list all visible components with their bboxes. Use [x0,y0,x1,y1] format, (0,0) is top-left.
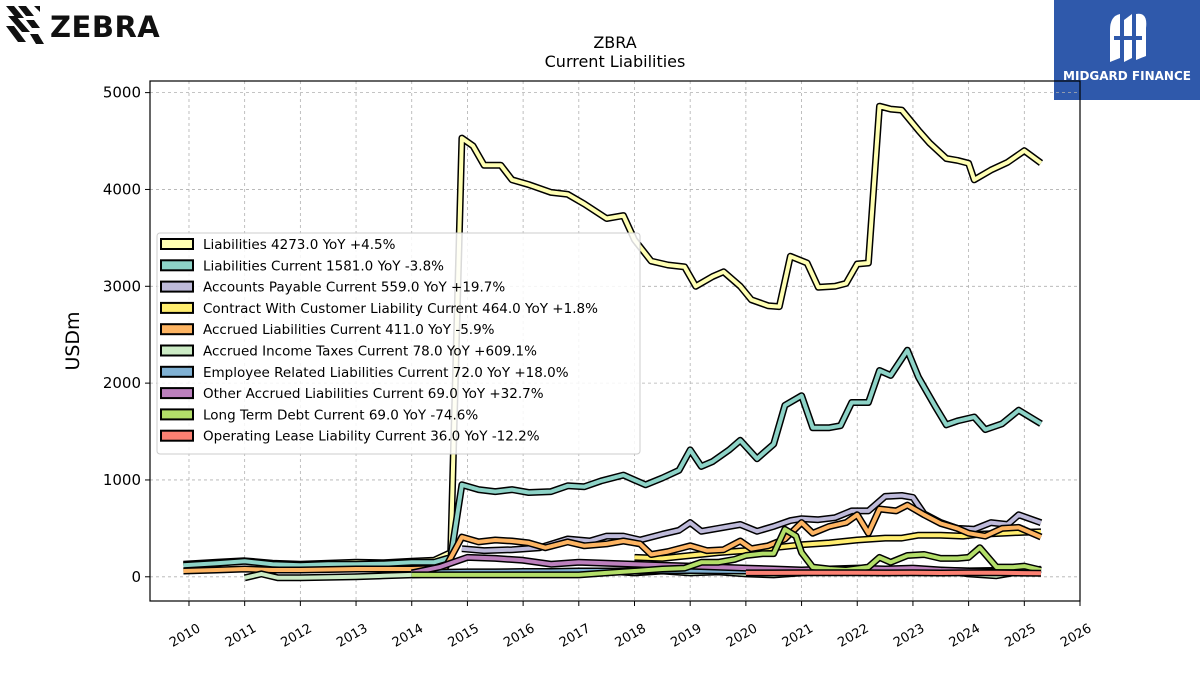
midgard-emblem-icon [1110,13,1147,62]
legend-swatch [160,280,194,293]
x-tick-label: 2020 [724,621,760,651]
legend-label: Employee Related Liabilities Current 72.… [203,365,569,381]
x-tick-label: 2014 [390,621,426,651]
x-tick-label: 2018 [613,621,649,651]
legend-swatch [160,429,194,442]
x-tick-label: 2017 [557,621,593,651]
series-line [745,570,1042,576]
series-line [411,527,1042,577]
legend-swatch [160,387,194,400]
x-tick-label: 2013 [334,621,370,651]
legend-swatch [160,301,194,314]
x-tick-label: 2010 [167,621,203,651]
legend-entry-employee-related-liabilities-current: Employee Related Liabilities Current 72.… [160,365,569,381]
plot-frame [149,80,1081,602]
x-tick-label: 2026 [1058,621,1094,651]
legend-swatch [160,408,194,421]
legend-entry-other-accrued-liabilities-current: Other Accrued Liabilities Current 69.0 Y… [160,386,544,402]
legend-label: Accounts Payable Current 559.0 YoY +19.7… [203,280,505,296]
series-line [183,503,1042,573]
legend-entry-long-term-debt-current: Long Term Debt Current 69.0 YoY -74.6% [160,407,478,423]
midgard-finance-logo: MIDGARD FINANCE [1054,0,1200,100]
legend-swatch [160,344,194,357]
legend-swatch [160,323,194,336]
legend-entry-liabilities: Liabilities 4273.0 YoY +4.5% [160,237,396,253]
x-tick-label: 2025 [1002,621,1038,651]
x-axis: 2010 2011 2012 2013 2014 2015 2016 2017 2018 2019… [167,601,1094,651]
y-tick-label: 5000 [103,84,141,102]
zebra-logo-text: ZEBRA [50,10,161,44]
legend-label: Liabilities Current 1581.0 YoY -3.8% [203,258,444,274]
y-tick-label: 2000 [103,374,141,392]
x-tick-label: 2012 [279,621,315,651]
series-liabilities-current [183,346,1043,569]
series-operating-lease-liability-current [745,569,1042,577]
y-tick-label: 0 [131,568,141,586]
y-tick-label: 1000 [103,471,141,489]
x-tick-label: 2024 [947,621,983,651]
series-long-term-debt-current [411,525,1042,579]
legend-entry-liabilities-current: Liabilities Current 1581.0 YoY -3.8% [160,258,444,274]
series-accounts-payable-current [461,492,1043,555]
midgard-finance-logo-text: MIDGARD FINANCE [1063,69,1191,83]
legend-swatch [160,259,194,272]
series-layer [183,102,1044,582]
legend-entry-accounts-payable-current: Accounts Payable Current 559.0 YoY +19.7… [160,280,505,296]
y-axis-label: USDm [62,311,84,370]
legend-label: Other Accrued Liabilities Current 69.0 Y… [203,386,544,402]
x-tick-label: 2015 [446,621,482,651]
y-axis: 0 1000 2000 3000 4000 5000 [103,84,150,586]
legend-label: Accrued Income Taxes Current 78.0 YoY +6… [203,344,537,360]
series-line-outline [461,492,1043,555]
legend-label: Contract With Customer Liability Current… [203,301,598,317]
chart-title: ZBRA [593,33,636,52]
x-tick-label: 2019 [668,621,704,651]
legend-label: Long Term Debt Current 69.0 YoY -74.6% [203,407,478,423]
series-accrued-liabilities-current [183,501,1043,575]
legend-swatch [160,238,194,250]
x-tick-label: 2011 [223,621,259,651]
legend: Liabilities 4273.0 YoY +4.5% Liabilities … [156,232,641,455]
legend-entry-operating-lease-liability-current: Operating Lease Liability Current 36.0 Y… [160,429,540,445]
legend-entry-contract-with-customer-liability-current: Contract With Customer Liability Current… [160,301,598,317]
legend-entry-accrued-income-taxes-current: Accrued Income Taxes Current 78.0 YoY +6… [160,344,537,360]
zebra-stripes-icon [6,6,44,44]
legend-entry-accrued-liabilities-current: Accrued Liabilities Current 411.0 YoY -5… [160,322,495,338]
chart-subtitle: Current Liabilities [545,52,686,71]
x-tick-label: 2016 [501,621,537,651]
y-tick-label: 3000 [103,277,141,295]
y-tick-label: 4000 [103,180,141,198]
series-line [183,348,1043,568]
legend-label: Accrued Liabilities Current 411.0 YoY -5… [203,322,495,338]
legend-swatch [160,365,194,378]
x-tick-label: 2023 [891,621,927,651]
zebra-logo: ZEBRA [4,4,160,50]
legend-label: Liabilities 4273.0 YoY +4.5% [203,237,396,253]
legend-box [156,232,641,455]
legend-label: Operating Lease Liability Current 36.0 Y… [203,429,540,445]
x-tick-label: 2021 [780,621,816,651]
x-tick-label: 2022 [835,621,871,651]
